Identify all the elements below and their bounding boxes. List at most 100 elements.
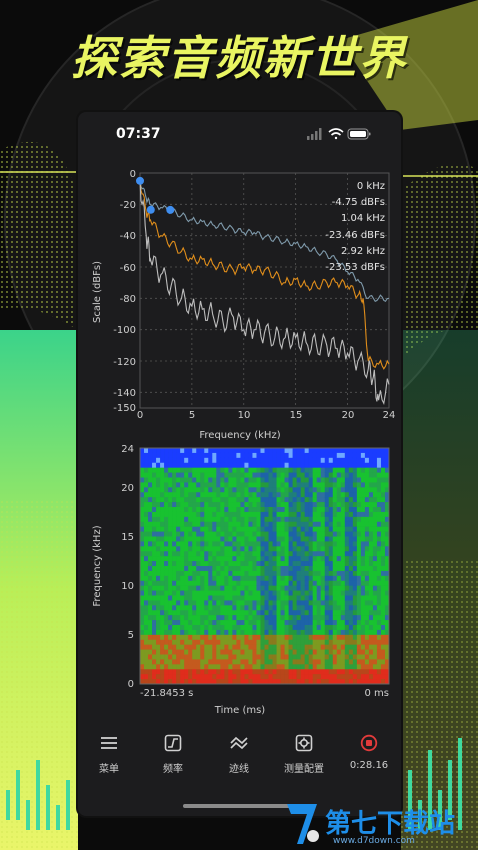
spectrogram-cell bbox=[332, 472, 338, 478]
spectrogram-cell bbox=[172, 511, 177, 518]
spectrogram-cell bbox=[272, 585, 277, 591]
cursor-marker[interactable] bbox=[136, 176, 144, 185]
spectrogram-cell bbox=[220, 477, 225, 483]
spectrogram-chart[interactable]: 24 20 15 10 5 0 -21.8453 s 0 ms Time (ms… bbox=[92, 444, 390, 716]
spectrogram-cell bbox=[336, 511, 342, 518]
spectrogram-cell bbox=[228, 639, 233, 645]
spectrogram-cell bbox=[164, 610, 169, 616]
tab-menu[interactable]: 菜单 bbox=[81, 732, 137, 775]
spectrogram-cell bbox=[236, 531, 241, 537]
spectrogram-cell bbox=[228, 600, 233, 606]
cursor-marker[interactable] bbox=[146, 205, 155, 214]
spectrogram-cell bbox=[264, 629, 269, 636]
spectrogram-cell bbox=[184, 644, 189, 650]
spectrogram-cell bbox=[280, 600, 285, 606]
spectrogram-cell bbox=[172, 629, 177, 636]
spectrogram-cell bbox=[220, 595, 225, 601]
tab-frequency[interactable]: 频率 bbox=[145, 732, 201, 775]
spectrogram-cell bbox=[216, 462, 221, 468]
spectrogram-cell bbox=[288, 546, 293, 552]
spectrogram-cell bbox=[288, 482, 293, 488]
spectrogram-cell bbox=[200, 452, 205, 459]
spectrogram-cell bbox=[384, 664, 390, 670]
record-icon bbox=[341, 732, 397, 754]
spectrogram-cell bbox=[292, 610, 297, 616]
spectrogram-cell bbox=[300, 664, 305, 670]
home-indicator[interactable] bbox=[183, 804, 295, 808]
spectrogram-cell bbox=[188, 487, 193, 493]
spectrogram-cell bbox=[236, 605, 241, 611]
spectrogram-cell bbox=[168, 507, 173, 513]
spectrogram-cell bbox=[256, 664, 261, 670]
spectrogram-cell bbox=[376, 492, 382, 498]
spectrogram-cell bbox=[368, 502, 374, 508]
spectrogram-cell bbox=[148, 457, 153, 464]
spectrogram-cell bbox=[212, 452, 217, 459]
tab-trace[interactable]: 迹线 bbox=[211, 732, 267, 775]
spectrogram-cell bbox=[200, 477, 205, 483]
spectrum-chart[interactable]: 0 -20 -40 -60 -80 -100 -120 -140 -150 0 … bbox=[92, 169, 395, 441]
spectrogram-cell bbox=[216, 575, 221, 582]
spectrogram-cell bbox=[212, 595, 217, 601]
spectrogram-cell bbox=[148, 536, 153, 542]
spectrogram-cell bbox=[236, 595, 241, 601]
spectrogram-cell bbox=[192, 511, 197, 518]
spectrogram-cell bbox=[320, 644, 326, 650]
spectrogram-cell bbox=[144, 467, 149, 473]
spectrogram-cell bbox=[276, 448, 281, 454]
cursor-marker[interactable] bbox=[166, 205, 175, 214]
spectrogram-cell bbox=[200, 566, 205, 572]
spectrogram-cell bbox=[272, 674, 277, 680]
spectrogram-cell bbox=[364, 634, 370, 641]
spectrogram-cell bbox=[328, 580, 334, 586]
spectrogram-cell bbox=[232, 639, 237, 645]
spectrogram-cell bbox=[368, 605, 374, 611]
spectrogram-cell bbox=[348, 644, 354, 650]
spectrogram-cell bbox=[228, 497, 233, 503]
spectrogram-cell bbox=[148, 575, 153, 582]
spectrogram-cell bbox=[148, 492, 153, 498]
spectrogram-cell bbox=[140, 566, 145, 572]
spectrogram-cell bbox=[372, 526, 378, 532]
spectrogram-cell bbox=[320, 654, 326, 660]
spectrogram-cell bbox=[352, 654, 358, 660]
spectrogram-cell bbox=[324, 472, 330, 478]
spectrogram-cell bbox=[336, 659, 342, 665]
spectrogram-cell bbox=[176, 649, 181, 655]
spectrogram-cell bbox=[260, 507, 265, 513]
spectrogram-cell bbox=[352, 492, 358, 498]
spectrogram-cell bbox=[160, 634, 165, 641]
spectrogram-cell bbox=[228, 482, 233, 488]
spectrogram-cell bbox=[300, 551, 305, 557]
spectrogram-cell bbox=[312, 669, 318, 675]
spectrogram-cell bbox=[272, 551, 277, 557]
spectrogram-cell bbox=[204, 669, 209, 675]
spectrogram-cell bbox=[220, 551, 225, 557]
spectrogram-cell bbox=[312, 492, 318, 498]
spectrogram-cell bbox=[216, 561, 221, 567]
spectrogram-cell bbox=[148, 580, 153, 586]
spectrogram-cell bbox=[368, 477, 374, 483]
tab-record[interactable]: 0:28.16 bbox=[341, 732, 397, 771]
spectrogram-cell bbox=[216, 511, 221, 518]
spectrogram-cell bbox=[344, 452, 350, 459]
spectrogram-cell bbox=[244, 575, 249, 582]
spectrogram-cell bbox=[372, 492, 378, 498]
spectrogram-cell bbox=[356, 580, 362, 586]
spectrogram-cell bbox=[368, 649, 374, 655]
spectrogram-cell bbox=[356, 448, 362, 454]
spectrogram-cell bbox=[240, 452, 245, 459]
spectrogram-cell bbox=[140, 639, 145, 645]
spectrogram-cell bbox=[372, 462, 378, 468]
tab-measure-config[interactable]: 测量配置 bbox=[276, 732, 332, 775]
spectrogram-cell bbox=[332, 669, 338, 675]
spectrogram-cell bbox=[376, 595, 382, 601]
spectrogram-cell bbox=[348, 541, 354, 547]
spectrogram-cell bbox=[300, 536, 305, 542]
spectrogram-cell bbox=[216, 452, 221, 459]
spectrogram-cell bbox=[324, 521, 330, 527]
spectrogram-cell bbox=[284, 561, 289, 567]
spectrogram-cell bbox=[384, 585, 390, 591]
spectrogram-cell bbox=[164, 497, 169, 503]
spectrogram-cell bbox=[164, 462, 169, 468]
